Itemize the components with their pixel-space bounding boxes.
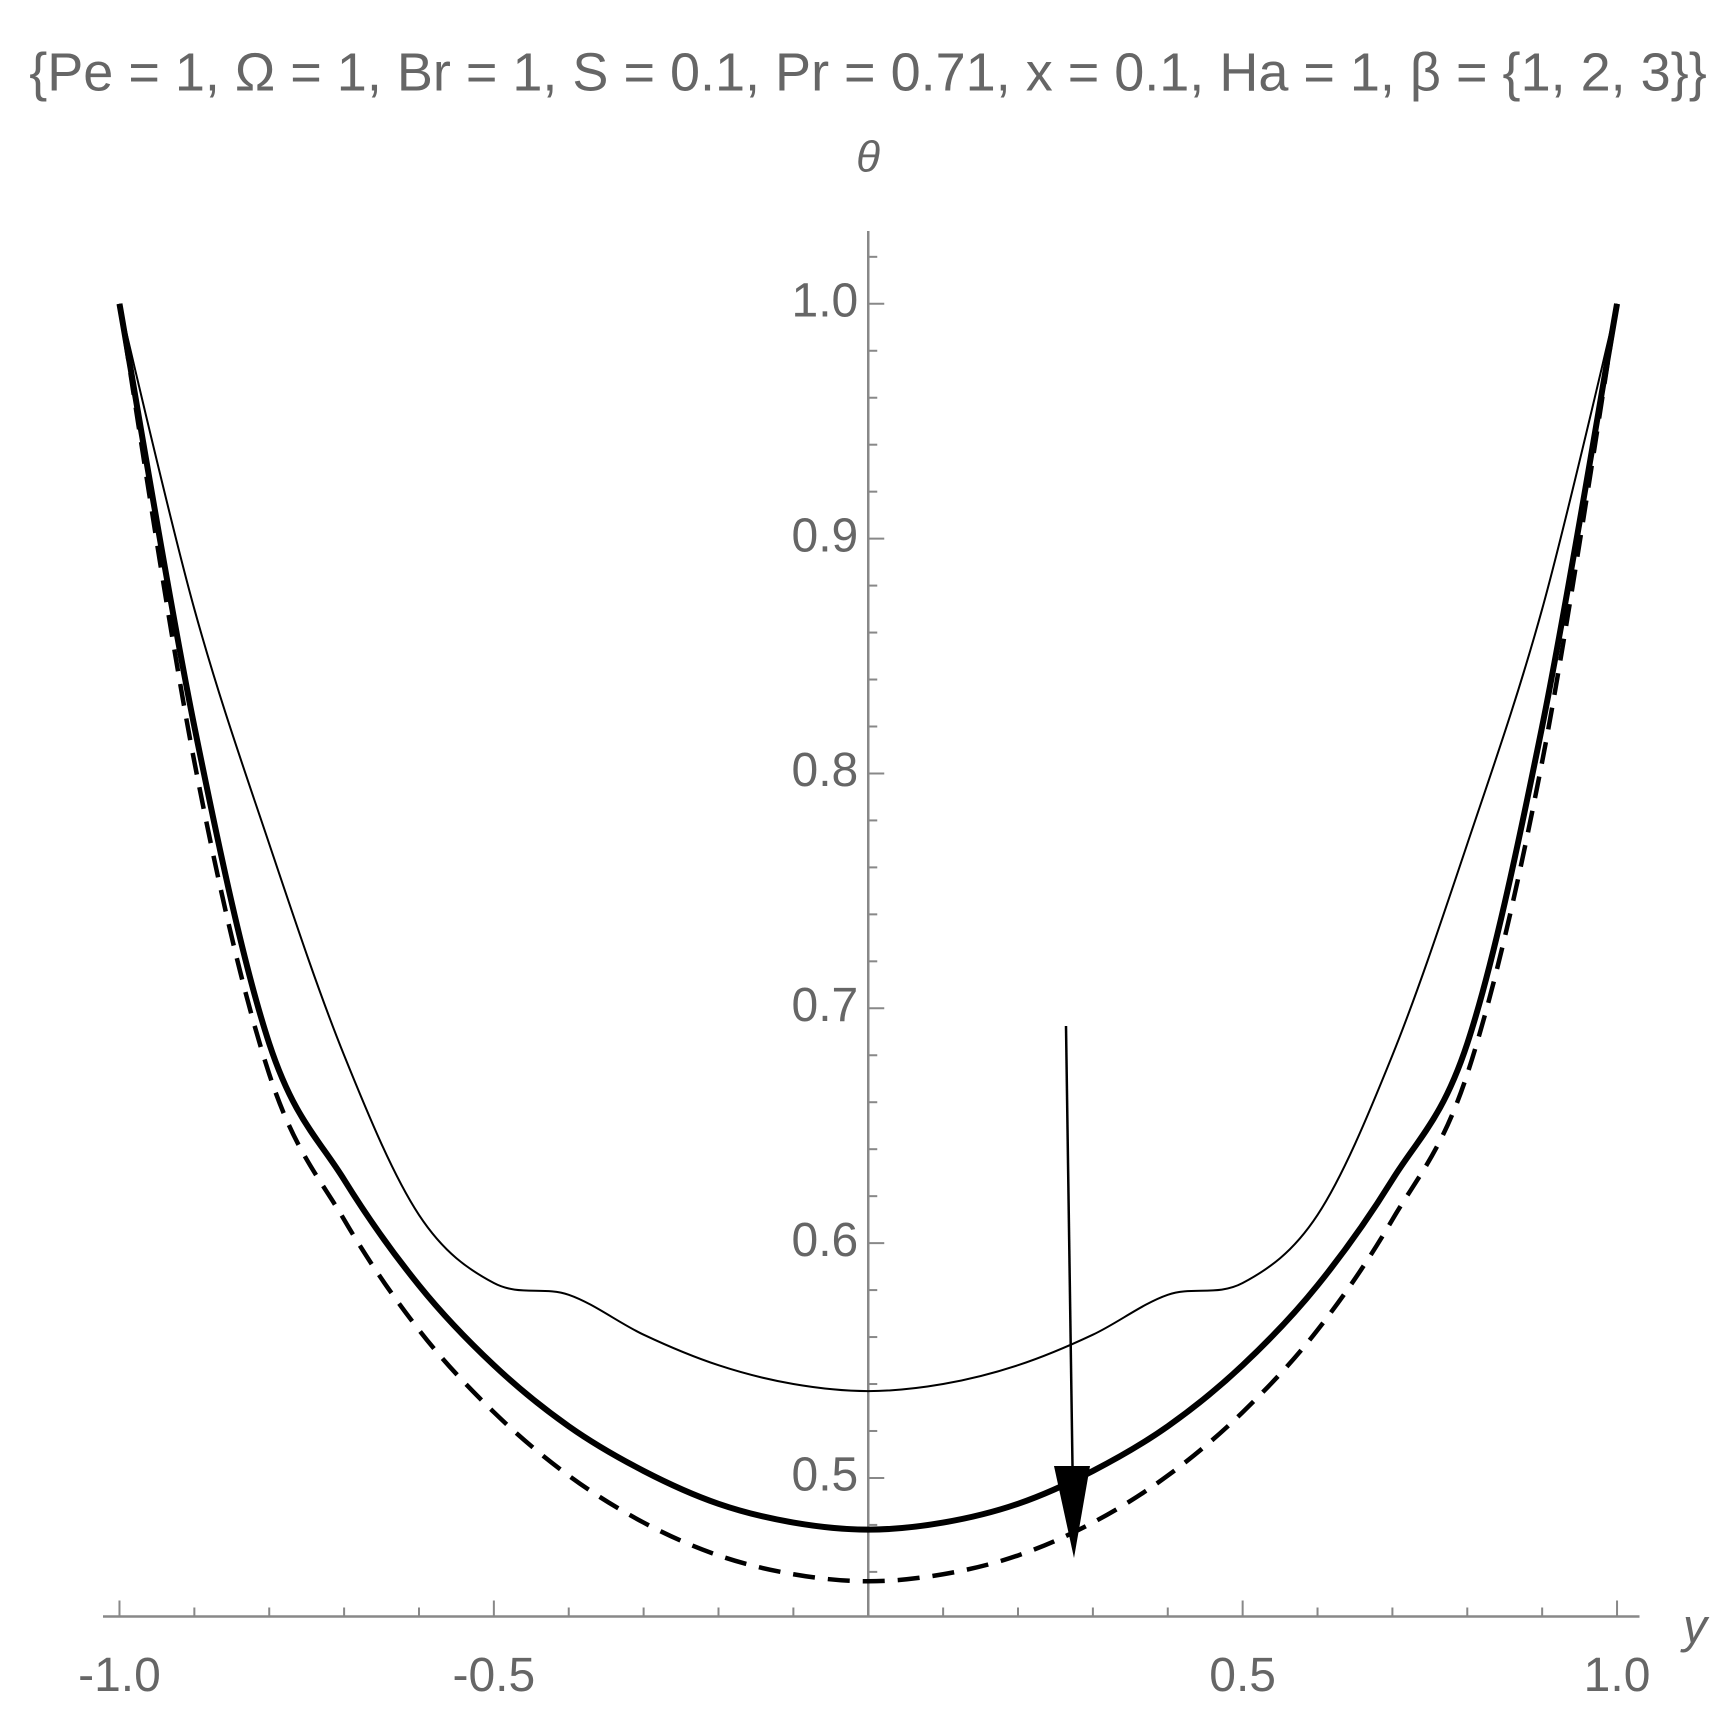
y-tick-label: 0.8 (792, 744, 859, 797)
y-tick-label: 0.6 (792, 1214, 859, 1267)
y-tick-label: 0.7 (792, 979, 859, 1032)
chart-title: {Pe = 1, Ω = 1, Br = 1, S = 0.1, Pr = 0.… (29, 42, 1707, 102)
y-tick-label: 1.0 (792, 274, 859, 327)
y-tick-label: 0.9 (792, 509, 859, 562)
x-tick-label: 1.0 (1584, 1649, 1651, 1702)
y-tick-label: 0.5 (792, 1449, 859, 1502)
line-series (117, 303, 1620, 1584)
arrow-head (1054, 1466, 1090, 1558)
y-axis-label: θ (856, 133, 880, 182)
line-series (116, 303, 1620, 1533)
x-tick-label: 0.5 (1209, 1649, 1276, 1702)
annotation-arrow (1054, 1025, 1090, 1558)
line-series (118, 303, 1619, 1393)
x-tick-label: -0.5 (453, 1649, 536, 1702)
x-axis-label: y (1680, 1601, 1710, 1654)
x-tick-label: -1.0 (78, 1649, 161, 1702)
arrow-shaft (1064, 1025, 1075, 1501)
